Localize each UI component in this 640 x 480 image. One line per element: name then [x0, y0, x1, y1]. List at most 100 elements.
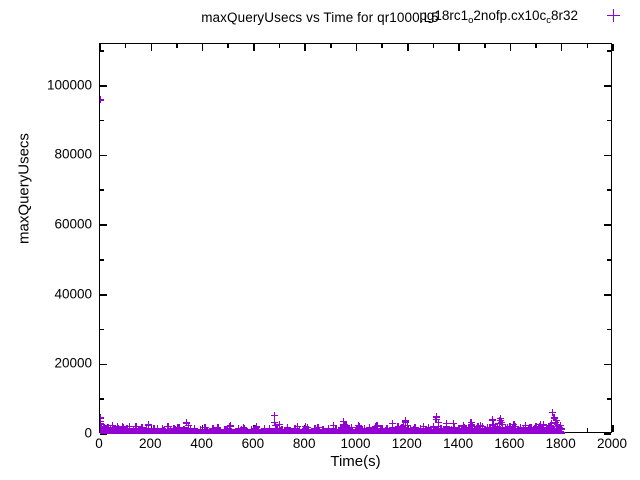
- data-point: [465, 428, 473, 434]
- data-point: [307, 429, 315, 434]
- data-point: [368, 429, 376, 434]
- data-point: [319, 425, 327, 433]
- data-point: [179, 428, 187, 434]
- data-point: [241, 428, 249, 434]
- data-point: [106, 428, 114, 434]
- data-point: [127, 428, 135, 434]
- data-point: [373, 429, 381, 434]
- data-point: [229, 428, 237, 434]
- data-point: [242, 428, 250, 434]
- x-tick-label: 200: [139, 436, 162, 451]
- data-point: [357, 429, 365, 434]
- data-point: [153, 428, 161, 434]
- data-point: [370, 428, 378, 434]
- data-point: [234, 428, 242, 434]
- data-point: [524, 424, 532, 432]
- data-point: [321, 428, 329, 434]
- data-point: [496, 426, 504, 434]
- data-point: [322, 428, 330, 434]
- data-point: [215, 428, 222, 434]
- data-point: [290, 428, 298, 434]
- data-point: [497, 414, 505, 422]
- data-point: [289, 429, 297, 434]
- data-point: [470, 428, 478, 434]
- data-point: [397, 429, 405, 434]
- data-point: [389, 419, 397, 427]
- data-point: [152, 428, 160, 434]
- data-point: [260, 424, 268, 432]
- data-point: [193, 429, 201, 434]
- data-point: [244, 429, 252, 434]
- data-point: [546, 428, 554, 434]
- data-point: [552, 427, 560, 434]
- data-point: [305, 428, 313, 434]
- data-point: [203, 428, 211, 434]
- data-point: [245, 429, 252, 434]
- data-point: [550, 426, 558, 434]
- data-point: [288, 429, 296, 434]
- data-point: [486, 428, 494, 434]
- data-point: [131, 429, 139, 434]
- data-point: [139, 428, 147, 434]
- data-point: [334, 428, 342, 434]
- data-point: [136, 425, 144, 433]
- data-point: [229, 429, 237, 434]
- data-point: [134, 428, 142, 434]
- data-point: [345, 429, 353, 434]
- data-point: [206, 429, 214, 434]
- data-point: [490, 428, 498, 434]
- data-point: [281, 429, 289, 434]
- data-point: [446, 429, 454, 434]
- data-point: [164, 428, 172, 434]
- data-point: [311, 424, 319, 432]
- data-point: [151, 428, 159, 434]
- data-point: [448, 429, 456, 434]
- data-point: [395, 429, 403, 434]
- data-point: [472, 427, 480, 434]
- data-point: [524, 428, 532, 434]
- data-point: [522, 422, 530, 430]
- data-point: [475, 428, 483, 434]
- data-point: [514, 429, 522, 434]
- data-point: [399, 424, 407, 432]
- data-point: [487, 428, 495, 434]
- data-point: [496, 419, 504, 427]
- data-point: [283, 427, 291, 434]
- data-point: [538, 428, 546, 434]
- data-point: [135, 428, 143, 434]
- data-point: [296, 427, 304, 434]
- data-point: [473, 428, 481, 434]
- data-point: [256, 429, 264, 434]
- data-point: [165, 422, 173, 430]
- data-point: [544, 428, 552, 434]
- data-point: [254, 429, 262, 434]
- data-point: [502, 424, 510, 432]
- data-point: [365, 429, 373, 434]
- data-point: [536, 428, 544, 434]
- data-point: [132, 428, 140, 434]
- data-point: [142, 428, 150, 434]
- data-point: [211, 429, 219, 434]
- data-point: [383, 425, 390, 433]
- data-point: [395, 429, 403, 434]
- data-point: [136, 428, 143, 434]
- data-point: [381, 427, 389, 434]
- data-point: [366, 429, 374, 434]
- y-tick-label: 100000: [22, 77, 92, 92]
- data-point: [331, 428, 339, 434]
- data-point: [189, 428, 197, 434]
- data-point: [420, 428, 428, 434]
- data-point: [448, 428, 456, 434]
- data-point: [489, 428, 497, 434]
- data-point: [158, 428, 166, 434]
- data-point: [419, 423, 427, 431]
- data-point: [287, 428, 295, 434]
- data-point: [409, 428, 417, 434]
- data-point: [263, 428, 271, 434]
- data-point: [394, 424, 402, 432]
- data-point: [547, 427, 555, 434]
- data-point: [467, 428, 475, 434]
- data-point: [396, 429, 404, 434]
- data-point: [340, 417, 348, 425]
- data-point: [422, 429, 430, 434]
